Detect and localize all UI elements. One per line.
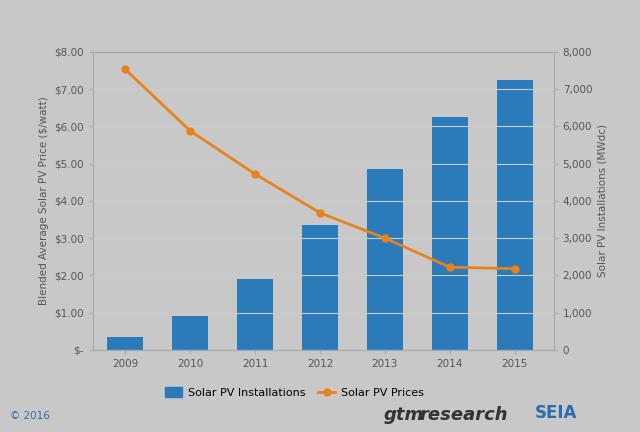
Text: SEIA: SEIA (534, 404, 577, 422)
Bar (302, 225, 338, 350)
Bar (108, 337, 143, 350)
Text: © 2016: © 2016 (10, 411, 49, 421)
Bar (432, 117, 468, 350)
Text: gtm: gtm (384, 406, 424, 424)
Y-axis label: Blended Average Solar PV Price ($/watt): Blended Average Solar PV Price ($/watt) (38, 96, 49, 305)
Bar (237, 279, 273, 350)
Bar (497, 80, 532, 350)
Legend: Solar PV Installations, Solar PV Prices: Solar PV Installations, Solar PV Prices (161, 383, 428, 403)
Text: research: research (419, 406, 508, 424)
Y-axis label: Solar PV Installations (MWdc): Solar PV Installations (MWdc) (598, 124, 608, 277)
Bar (367, 169, 403, 350)
Bar (172, 316, 208, 350)
